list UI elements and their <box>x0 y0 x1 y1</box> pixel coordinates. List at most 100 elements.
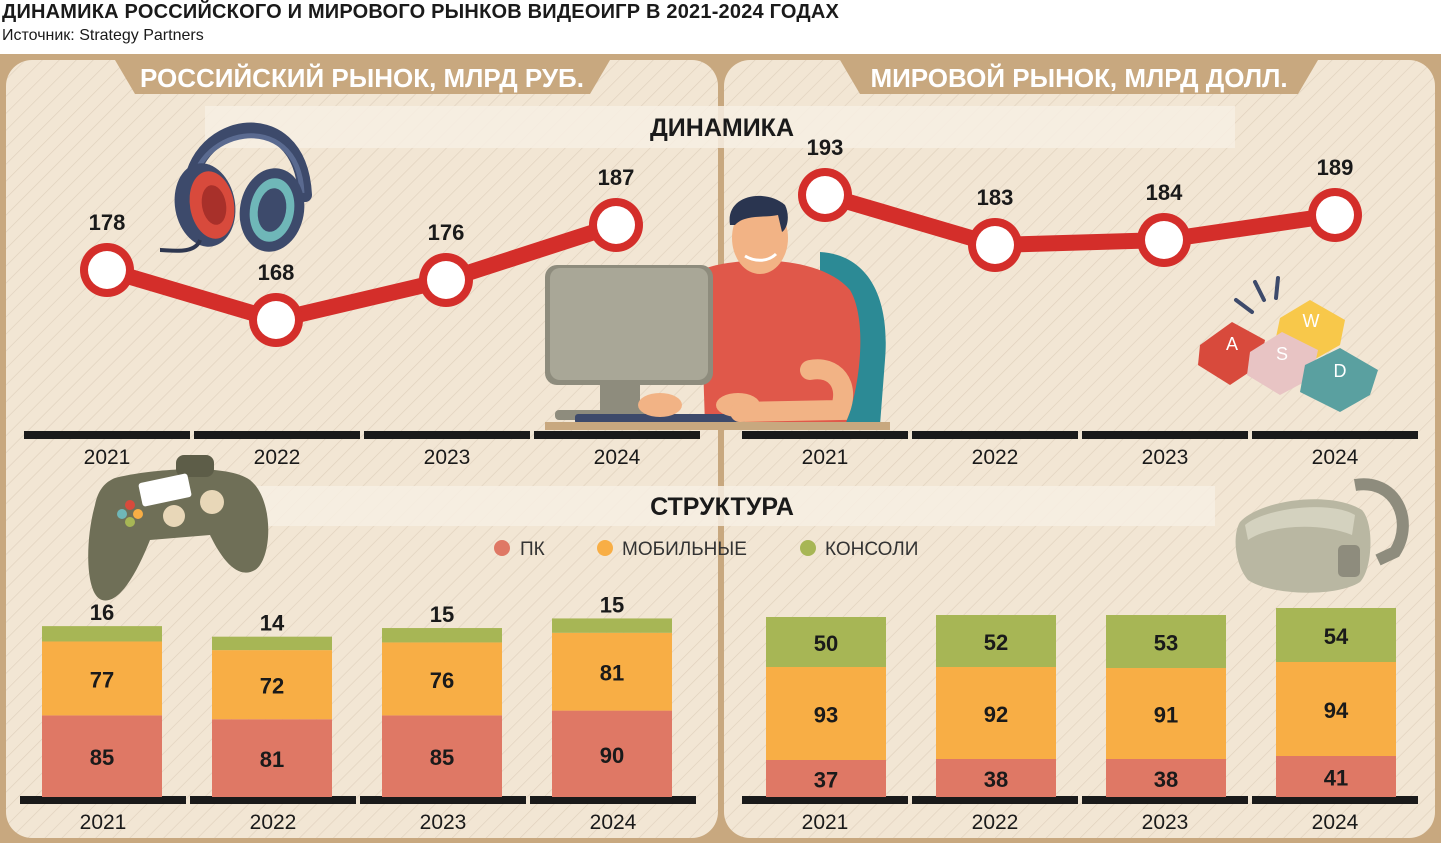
russia-bar-2022-2 <box>212 636 332 651</box>
russia-point-inner-2024 <box>597 206 635 244</box>
russia-bar-value-2022-0: 81 <box>260 747 284 772</box>
russia-structure-axis-2024 <box>530 796 696 804</box>
russia-bar-value-2023-2: 15 <box>430 602 454 627</box>
world-bar-value-2022-1: 92 <box>984 702 1008 727</box>
key-w: W <box>1303 311 1320 331</box>
russia-structure-year-2022: 2022 <box>250 811 297 834</box>
russia-bar-value-2022-2: 14 <box>260 611 285 636</box>
russia-bar-value-2021-1: 77 <box>90 667 114 692</box>
russia-dynamics-year-2022: 2022 <box>254 446 301 469</box>
gamer-illustration-icon <box>545 195 890 430</box>
world-structure-year-2022: 2022 <box>972 811 1019 834</box>
russia-dynamics-axis-2024 <box>534 431 700 439</box>
russia-bar-2024-0 <box>552 710 672 797</box>
world-dynamics-value-2023: 184 <box>1146 180 1183 205</box>
russia-bar-2022-1 <box>212 650 332 720</box>
world-bar-value-2021-0: 37 <box>814 768 838 793</box>
russia-bar-2023-1 <box>382 642 502 716</box>
world-header-tab <box>840 60 1318 94</box>
world-dynamics-axis-2022 <box>912 431 1078 439</box>
russia-header-tab <box>115 60 610 94</box>
world-structure-axis-2021 <box>742 796 908 804</box>
russia-bar-2023-2 <box>382 628 502 643</box>
world-dynamics-value-2024: 189 <box>1317 155 1354 180</box>
russia-point-inner-2021 <box>88 251 126 289</box>
world-structure-axis-2022 <box>912 796 1078 804</box>
world-bar-value-2023-2: 53 <box>1154 631 1178 656</box>
world-point-inner-2022 <box>976 226 1014 264</box>
russia-dynamics-year-2024: 2024 <box>594 446 641 469</box>
russia-structure-year-2024: 2024 <box>590 811 637 834</box>
russia-structure-axis-2023 <box>360 796 526 804</box>
russia-dynamics-line <box>104 217 619 328</box>
structure-banner <box>230 486 1215 526</box>
world-bar-value-2024-2: 54 <box>1324 624 1349 649</box>
key-d: D <box>1334 361 1347 381</box>
world-structure-axis-2024 <box>1252 796 1418 804</box>
structure-label: СТРУКТУРА <box>650 493 794 521</box>
world-structure-year-2021: 2021 <box>802 811 849 834</box>
world-bar-value-2021-2: 50 <box>814 631 838 656</box>
world-bar-value-2024-1: 94 <box>1324 698 1349 723</box>
russia-dynamics-axis-2022 <box>194 431 360 439</box>
russia-structure-year-2023: 2023 <box>420 811 467 834</box>
russia-dynamics-value-2023: 176 <box>428 220 465 245</box>
world-bar-2024-0 <box>1276 756 1396 797</box>
world-bar-2023-0 <box>1106 759 1226 797</box>
russia-dynamics-year-2021: 2021 <box>84 446 131 469</box>
world-bar-2024-2 <box>1276 608 1396 662</box>
world-structure-year-2024: 2024 <box>1312 811 1359 834</box>
world-header: МИРОВОЙ РЫНОК, МЛРД ДОЛЛ. <box>870 63 1287 93</box>
russia-bar-2024-2 <box>552 618 672 633</box>
world-bar-2021-1 <box>766 667 886 760</box>
world-bar-2022-2 <box>936 615 1056 667</box>
world-dynamics-year-2024: 2024 <box>1312 446 1359 469</box>
legend-swatch-mobile <box>597 540 613 556</box>
russia-dynamics-axis-2021 <box>24 431 190 439</box>
gamepad-icon <box>88 455 269 601</box>
legend-swatch-pc <box>494 540 510 556</box>
russia-point-inner-2022 <box>257 301 295 339</box>
key-a: A <box>1226 334 1238 354</box>
dynamics-lines <box>80 168 1362 347</box>
russia-structure-axis-2021 <box>20 796 186 804</box>
world-dynamics-value-2022: 183 <box>977 185 1014 210</box>
world-dynamics-axis-2023 <box>1082 431 1248 439</box>
russia-point-inner-2023 <box>427 261 465 299</box>
world-bar-2024-1 <box>1276 662 1396 756</box>
world-dynamics-year-2023: 2023 <box>1142 446 1189 469</box>
page-title: ДИНАМИКА РОССИЙСКОГО И МИРОВОГО РЫНКОВ В… <box>2 1 840 23</box>
infographic: РОССИЙСКИЙ РЫНОК, МЛРД РУБ. МИРОВОЙ РЫНО… <box>0 54 1441 843</box>
world-dynamics-value-2021: 193 <box>807 135 844 160</box>
world-bar-2023-2 <box>1106 615 1226 668</box>
vr-headset-icon <box>1235 478 1409 593</box>
legend-label-pc: ПК <box>520 539 545 560</box>
wasd-keys-icon: W A S D <box>1198 276 1378 412</box>
world-point-inner-2024 <box>1316 196 1354 234</box>
russia-bar-2021-1 <box>42 641 162 716</box>
dynamics-label: ДИНАМИКА <box>650 114 794 142</box>
russia-dynamics-year-2023: 2023 <box>424 446 471 469</box>
world-dynamics-year-2022: 2022 <box>972 446 1019 469</box>
legend: ПК МОБИЛЬНЫЕ КОНСОЛИ <box>494 539 918 560</box>
world-bar-value-2023-0: 38 <box>1154 767 1178 792</box>
world-bar-2023-1 <box>1106 668 1226 759</box>
russia-bar-value-2023-1: 76 <box>430 668 454 693</box>
axis-bars <box>20 431 1418 804</box>
legend-label-mobile: МОБИЛЬНЫЕ <box>622 539 747 560</box>
world-point-inner-2021 <box>806 176 844 214</box>
page-source: Источник: Strategy Partners <box>2 27 204 44</box>
world-structure-year-2023: 2023 <box>1142 811 1189 834</box>
structure-bars <box>42 608 1396 797</box>
key-s: S <box>1276 344 1288 364</box>
russia-bar-value-2024-2: 15 <box>600 592 624 617</box>
russia-bar-value-2022-1: 72 <box>260 674 284 699</box>
legend-label-console: КОНСОЛИ <box>825 539 918 560</box>
legend-swatch-console <box>800 540 816 556</box>
headphones-icon <box>159 122 312 253</box>
russia-bar-value-2021-2: 16 <box>90 600 114 625</box>
russia-bar-value-2021-0: 85 <box>90 745 114 770</box>
world-bar-value-2023-1: 91 <box>1154 703 1178 728</box>
russia-structure-axis-2022 <box>190 796 356 804</box>
